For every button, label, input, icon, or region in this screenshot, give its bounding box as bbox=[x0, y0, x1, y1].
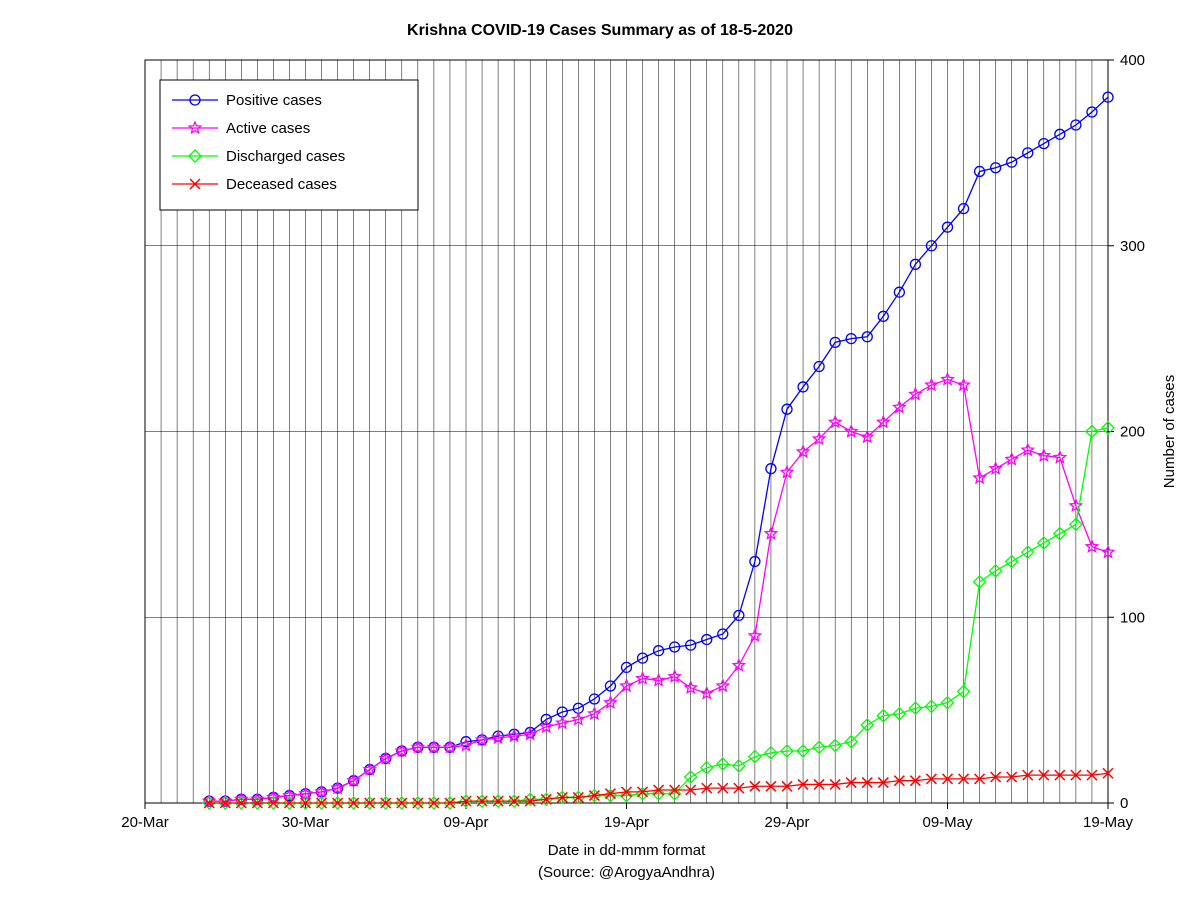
svg-text:09-Apr: 09-Apr bbox=[443, 814, 488, 831]
legend-label-active: Active cases bbox=[226, 120, 310, 137]
chart-title: Krishna COVID-19 Cases Summary as of 18-… bbox=[407, 22, 793, 39]
svg-text:20-Mar: 20-Mar bbox=[121, 814, 169, 831]
x-axis-label: Date in dd-mmm format bbox=[548, 842, 706, 859]
y-axis-label: Number of cases bbox=[1161, 375, 1178, 488]
svg-text:19-Apr: 19-Apr bbox=[604, 814, 649, 831]
svg-text:09-May: 09-May bbox=[922, 814, 973, 831]
legend-label-deceased: Deceased cases bbox=[226, 176, 337, 193]
svg-text:400: 400 bbox=[1120, 52, 1145, 69]
legend: Positive cases Active cases Discharged cas… bbox=[160, 80, 418, 210]
chart-container: 20-Mar 30-Mar 09-Apr 19-Apr 29-Apr 09-May 19-M… bbox=[0, 0, 1200, 898]
svg-text:29-Apr: 29-Apr bbox=[764, 814, 809, 831]
chart-svg: 20-Mar 30-Mar 09-Apr 19-Apr 29-Apr 09-May 19-M… bbox=[0, 0, 1200, 898]
legend-label-positive: Positive cases bbox=[226, 92, 322, 109]
svg-text:100: 100 bbox=[1120, 609, 1145, 626]
svg-text:300: 300 bbox=[1120, 238, 1145, 255]
svg-text:30-Mar: 30-Mar bbox=[282, 814, 330, 831]
svg-text:19-May: 19-May bbox=[1083, 814, 1134, 831]
legend-label-discharged: Discharged cases bbox=[226, 148, 345, 165]
svg-text:200: 200 bbox=[1120, 424, 1145, 441]
x-axis-source: (Source: @ArogyaAndhra) bbox=[538, 864, 715, 881]
svg-text:0: 0 bbox=[1120, 795, 1128, 812]
